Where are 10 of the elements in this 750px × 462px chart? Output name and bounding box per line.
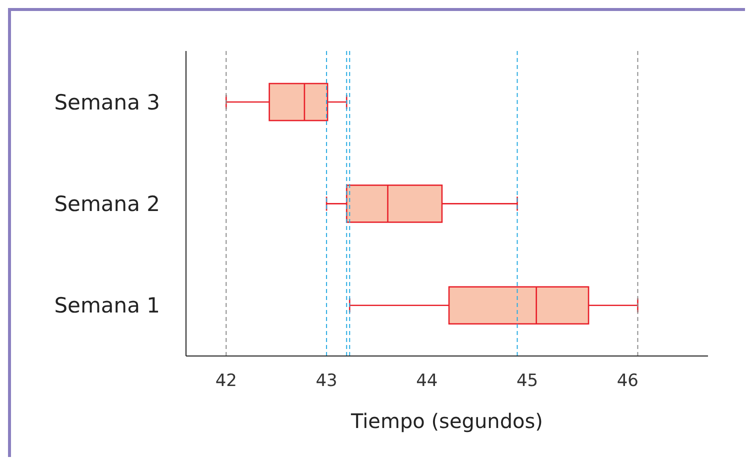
x-tick-label: 45 xyxy=(516,371,538,392)
x-tick-label: 46 xyxy=(616,371,639,392)
x-tick-label: 44 xyxy=(416,371,438,392)
x-tick-label: 42 xyxy=(215,371,237,392)
x-tick-label: 43 xyxy=(316,371,338,392)
y-tick-label: Semana 2 xyxy=(54,192,160,216)
y-tick-label: Semana 1 xyxy=(54,294,160,318)
y-tick-label: Semana 3 xyxy=(54,90,160,114)
page-frame: 42 43 44 45 46 Tiempo (segundos) Semana 3 Semana 2 Semana 1 xyxy=(8,8,745,457)
x-axis-title: Tiempo (segundos) xyxy=(350,409,543,433)
